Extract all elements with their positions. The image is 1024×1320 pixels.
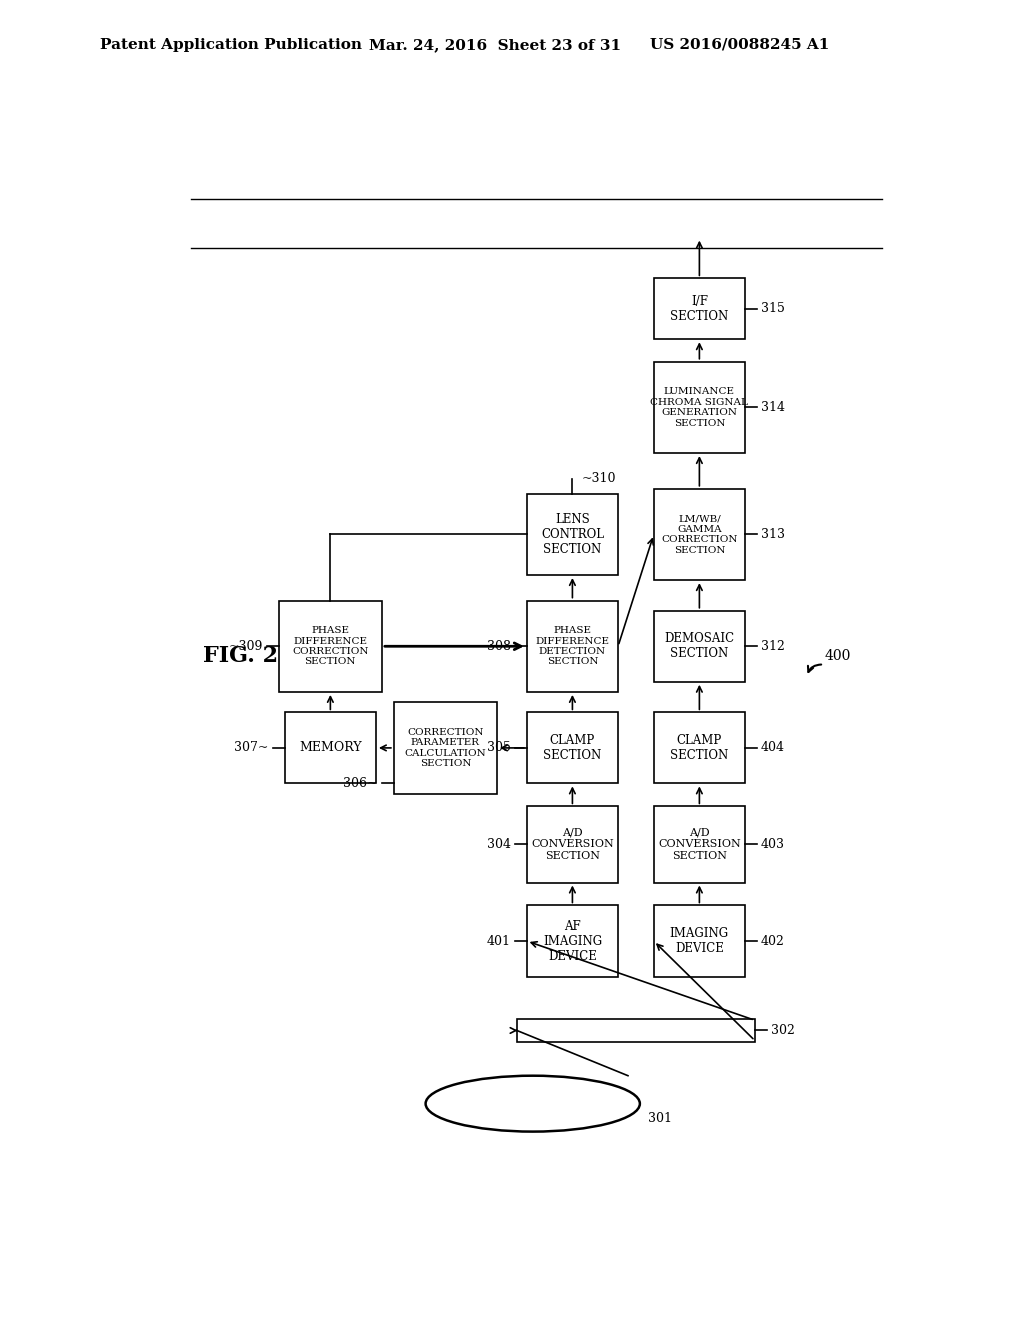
Text: PHASE
DIFFERENCE
CORRECTION
SECTION: PHASE DIFFERENCE CORRECTION SECTION <box>292 626 369 667</box>
Text: 302: 302 <box>771 1024 795 1038</box>
Text: A/D
CONVERSION
SECTION: A/D CONVERSION SECTION <box>658 828 740 861</box>
Text: ~309: ~309 <box>228 640 263 653</box>
Bar <box>653 488 745 581</box>
Text: A/D
CONVERSION
SECTION: A/D CONVERSION SECTION <box>531 828 613 861</box>
Text: CLAMP
SECTION: CLAMP SECTION <box>544 734 601 762</box>
Text: PHASE
DIFFERENCE
DETECTION
SECTION: PHASE DIFFERENCE DETECTION SECTION <box>536 626 609 667</box>
Text: FIG. 24: FIG. 24 <box>204 645 294 668</box>
Text: 315: 315 <box>761 302 784 315</box>
Bar <box>394 702 497 793</box>
Text: 400: 400 <box>824 649 851 664</box>
Bar <box>526 494 618 576</box>
Bar <box>279 601 382 692</box>
Text: LUMINANCE
CHROMA SIGNAL
GENERATION
SECTION: LUMINANCE CHROMA SIGNAL GENERATION SECTI… <box>650 387 749 428</box>
Bar <box>526 713 618 784</box>
Text: 305: 305 <box>487 742 511 755</box>
Text: 307~: 307~ <box>234 742 269 755</box>
Text: Mar. 24, 2016  Sheet 23 of 31: Mar. 24, 2016 Sheet 23 of 31 <box>369 38 621 51</box>
Bar <box>653 807 745 883</box>
Text: ~310: ~310 <box>582 473 616 484</box>
Text: LENS
CONTROL
SECTION: LENS CONTROL SECTION <box>541 513 604 556</box>
Bar <box>653 611 745 682</box>
Text: 314: 314 <box>761 401 784 414</box>
Bar <box>517 1019 755 1041</box>
Text: CLAMP
SECTION: CLAMP SECTION <box>671 734 728 762</box>
Text: 404: 404 <box>761 742 784 755</box>
Text: 301: 301 <box>648 1113 672 1126</box>
Bar <box>653 713 745 784</box>
Bar <box>526 807 618 883</box>
Text: US 2016/0088245 A1: US 2016/0088245 A1 <box>650 38 829 51</box>
Bar <box>526 906 618 977</box>
Bar <box>653 362 745 453</box>
Text: IMAGING
DEVICE: IMAGING DEVICE <box>670 927 729 956</box>
Text: 304: 304 <box>487 838 511 851</box>
Text: AF
IMAGING
DEVICE: AF IMAGING DEVICE <box>543 920 602 962</box>
Text: 308: 308 <box>487 640 511 653</box>
Text: 401: 401 <box>487 935 511 948</box>
Bar <box>653 279 745 339</box>
Bar <box>526 601 618 692</box>
Text: 402: 402 <box>761 935 784 948</box>
Text: 312: 312 <box>761 640 784 653</box>
Text: DEMOSAIC
SECTION: DEMOSAIC SECTION <box>665 632 734 660</box>
Ellipse shape <box>426 1076 640 1131</box>
Text: CORRECTION
PARAMETER
CALCULATION
SECTION: CORRECTION PARAMETER CALCULATION SECTION <box>404 727 486 768</box>
Text: LM/WB/
GAMMA
CORRECTION
SECTION: LM/WB/ GAMMA CORRECTION SECTION <box>662 515 737 554</box>
Bar <box>653 906 745 977</box>
Text: MEMORY: MEMORY <box>299 742 361 755</box>
Text: 403: 403 <box>761 838 784 851</box>
Text: I/F
SECTION: I/F SECTION <box>671 294 728 323</box>
Text: Patent Application Publication: Patent Application Publication <box>100 38 362 51</box>
Text: 306~: 306~ <box>343 777 378 789</box>
Bar <box>285 713 376 784</box>
Text: 313: 313 <box>761 528 784 541</box>
